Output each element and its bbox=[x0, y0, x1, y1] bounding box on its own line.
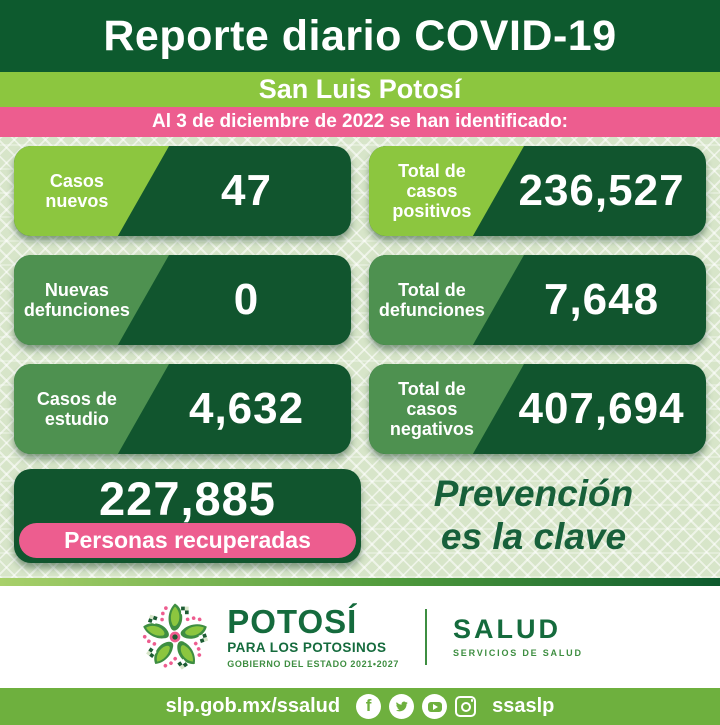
card-label: Total de casos positivos bbox=[392, 160, 472, 222]
card-value: 0 bbox=[233, 275, 260, 324]
stats-section: Casos nuevos 47 Total de casos positivos… bbox=[0, 137, 720, 578]
stat-card-casos-nuevos: Casos nuevos 47 bbox=[14, 146, 351, 236]
gradient-divider bbox=[0, 578, 720, 586]
stats-grid: Casos nuevos 47 Total de casos positivos… bbox=[14, 146, 706, 454]
slogan-text: Prevención es la clave bbox=[433, 473, 634, 557]
instagram-icon[interactable] bbox=[455, 696, 477, 717]
recovered-card: 227,885 Personas recuperadas bbox=[14, 469, 361, 563]
brand-block: POTOSÍ PARA LOS POTOSINOS GOBIERNO DEL E… bbox=[227, 605, 399, 669]
bottom-row: 227,885 Personas recuperadas Prevención … bbox=[14, 469, 706, 563]
card-accent: Casos nuevos bbox=[14, 146, 170, 236]
card-value: 7,648 bbox=[543, 275, 660, 324]
org-block: SALUD SERVICIOS DE SALUD bbox=[453, 614, 583, 659]
card-label: Casos de estudio bbox=[36, 388, 117, 429]
state-emblem-icon bbox=[138, 603, 212, 673]
stat-card-total-positivos: Total de casos positivos 236,527 bbox=[369, 146, 706, 236]
card-label: Total de defunciones bbox=[378, 279, 485, 320]
card-value: 47 bbox=[221, 166, 272, 215]
date-banner-text: Al 3 de diciembre de 2022 se han identif… bbox=[151, 111, 569, 132]
social-handle[interactable]: ssaslp bbox=[492, 695, 555, 717]
card-label: Casos nuevos bbox=[45, 170, 109, 211]
org-name: SALUD bbox=[453, 614, 561, 644]
social-icons: f bbox=[356, 694, 477, 719]
card-value: 236,527 bbox=[518, 166, 685, 215]
card-value: 4,632 bbox=[188, 384, 305, 433]
facebook-icon[interactable]: f bbox=[356, 694, 382, 719]
report-title-band: Reporte diario COVID-19 bbox=[0, 0, 720, 72]
state-name: San Luis Potosí bbox=[258, 74, 462, 104]
card-label: Total de casos negativos bbox=[389, 378, 474, 440]
bottom-bar: slp.gob.mx/ssalud f ssaslp bbox=[0, 688, 720, 725]
recovered-banner: Personas recuperadas bbox=[19, 523, 356, 558]
brand-tagline: PARA LOS POTOSINOS bbox=[227, 640, 387, 655]
site-url[interactable]: slp.gob.mx/ssalud bbox=[165, 695, 341, 717]
brand-name: POTOSÍ bbox=[227, 603, 358, 640]
brand-footer: POTOSÍ PARA LOS POTOSINOS GOBIERNO DEL E… bbox=[0, 586, 720, 688]
recovered-label: Personas recuperadas bbox=[64, 527, 311, 553]
stat-card-total-defunciones: Total de defunciones 7,648 bbox=[369, 255, 706, 345]
stat-card-total-negativos: Total de casos negativos 407,694 bbox=[369, 364, 706, 454]
date-banner: Al 3 de diciembre de 2022 se han identif… bbox=[0, 107, 720, 137]
brand-government: GOBIERNO DEL ESTADO 2021•2027 bbox=[227, 659, 399, 669]
stat-card-casos-estudio: Casos de estudio 4,632 bbox=[14, 364, 351, 454]
footer-divider bbox=[425, 609, 427, 665]
page-title: Reporte diario COVID-19 bbox=[103, 11, 617, 60]
twitter-icon[interactable] bbox=[389, 694, 415, 719]
card-value: 407,694 bbox=[518, 384, 685, 433]
org-subtitle: SERVICIOS DE SALUD bbox=[453, 648, 583, 658]
youtube-icon[interactable] bbox=[422, 694, 448, 719]
card-label: Nuevas defunciones bbox=[23, 279, 130, 320]
state-band: San Luis Potosí bbox=[0, 72, 720, 107]
stat-card-nuevas-defunciones: Nuevas defunciones 0 bbox=[14, 255, 351, 345]
recovered-value: 227,885 bbox=[99, 472, 276, 525]
